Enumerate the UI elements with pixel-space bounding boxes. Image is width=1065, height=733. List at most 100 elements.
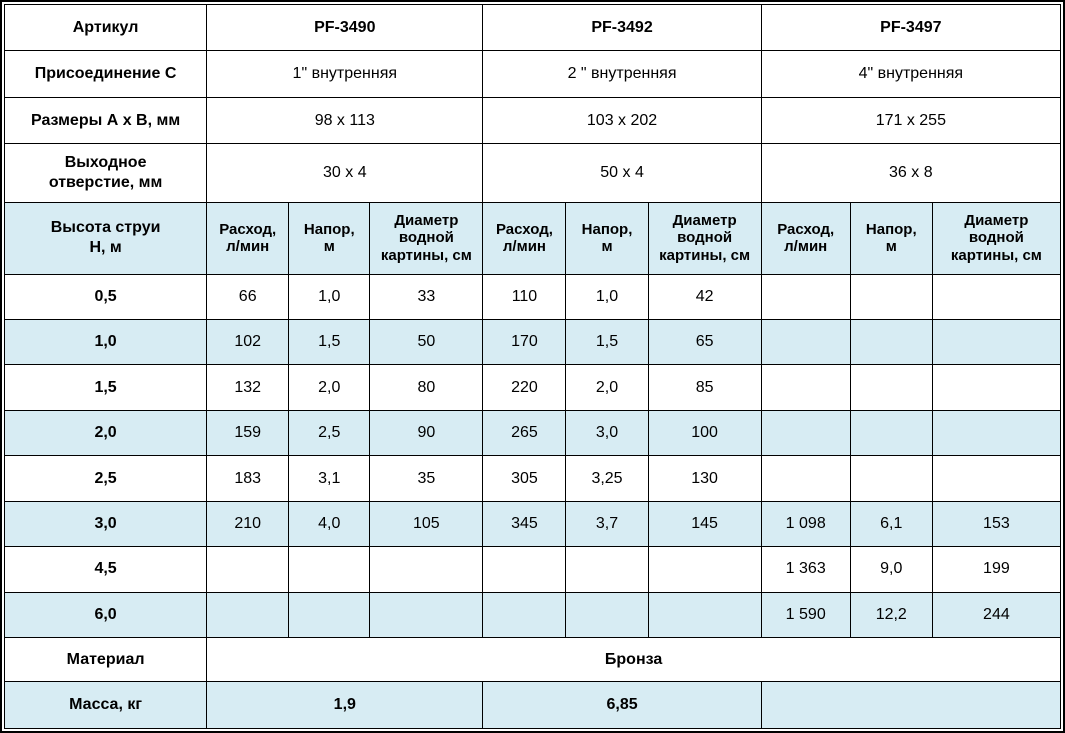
subheader-head: Напор, м: [288, 201, 371, 275]
subheader-diameter: Диаметр водной картины, см: [369, 201, 484, 275]
jet-height-value: 1,0: [3, 318, 208, 366]
article-row: Артикул PF-3490 PF-3492 PF-3497: [3, 3, 1062, 52]
data-cell: 42: [647, 273, 762, 321]
data-row: 0,5 66 1,0 33 110 1,0 42: [3, 273, 1062, 321]
data-cell: 210: [206, 500, 290, 548]
data-cell: 183: [206, 455, 290, 502]
data-cell: [849, 273, 933, 321]
data-cell: 153: [931, 500, 1062, 548]
data-cell: 80: [369, 364, 484, 411]
mass-value: 1,9: [206, 681, 484, 729]
data-cell: 100: [647, 409, 762, 457]
jet-height-value: 6,0: [3, 591, 208, 639]
data-cell: [849, 455, 933, 502]
spec-table: Артикул PF-3490 PF-3492 PF-3497 Присоеди…: [3, 3, 1062, 729]
data-row: 1,0 102 1,5 50 170 1,5 65: [3, 318, 1062, 366]
data-cell: 1,5: [288, 318, 371, 366]
data-cell: [565, 591, 649, 639]
dimensions-value: 171 х 255: [760, 96, 1062, 145]
data-cell: 305: [482, 455, 567, 502]
data-cell: 1 590: [760, 591, 851, 639]
subheader-diameter: Диаметр водной картины, см: [647, 201, 762, 275]
mass-value: [760, 681, 1062, 729]
data-cell: [849, 364, 933, 411]
jet-height-value: 1,5: [3, 364, 208, 411]
subheader-head: Напор, м: [849, 201, 933, 275]
data-cell: 1 098: [760, 500, 851, 548]
data-row: 2,0 159 2,5 90 265 3,0 100: [3, 409, 1062, 457]
data-row: 3,0 210 4,0 105 345 3,7 145 1 098 6,1 15…: [3, 500, 1062, 548]
data-cell: 9,0: [849, 546, 933, 593]
subheader-flow: Расход, л/мин: [482, 201, 567, 275]
outlet-value: 30 х 4: [206, 143, 484, 203]
data-cell: [931, 364, 1062, 411]
data-cell: 66: [206, 273, 290, 321]
outlet-row: Выходное отверстие, мм 30 х 4 50 х 4 36 …: [3, 143, 1062, 203]
data-cell: 2,0: [565, 364, 649, 411]
connection-value: 2 " внутренняя: [482, 50, 762, 98]
jet-height-value: 0,5: [3, 273, 208, 321]
data-cell: [288, 546, 371, 593]
data-cell: [931, 318, 1062, 366]
data-cell: [288, 591, 371, 639]
data-cell: 110: [482, 273, 567, 321]
subheader-head: Напор, м: [565, 201, 649, 275]
data-cell: 85: [647, 364, 762, 411]
data-cell: 2,0: [288, 364, 371, 411]
data-row: 1,5 132 2,0 80 220 2,0 85: [3, 364, 1062, 411]
data-cell: [760, 409, 851, 457]
article-value: PF-3497: [760, 3, 1062, 52]
dimensions-value: 103 х 202: [482, 96, 762, 145]
data-cell: 170: [482, 318, 567, 366]
data-row: 6,0 1 590 12,2 244: [3, 591, 1062, 639]
jet-height-value: 2,0: [3, 409, 208, 457]
row-label-dimensions: Размеры А х В, мм: [3, 96, 208, 145]
subheader-row: Высота струи Н, м Расход, л/мин Напор, м…: [3, 201, 1062, 275]
data-cell: 159: [206, 409, 290, 457]
data-cell: 220: [482, 364, 567, 411]
data-cell: 3,25: [565, 455, 649, 502]
data-cell: [760, 318, 851, 366]
data-row: 2,5 183 3,1 35 305 3,25 130: [3, 455, 1062, 502]
data-cell: 199: [931, 546, 1062, 593]
data-cell: 4,0: [288, 500, 371, 548]
jet-height-value: 4,5: [3, 546, 208, 593]
row-label-mass: Масса, кг: [3, 681, 208, 729]
data-cell: [482, 591, 567, 639]
row-label-connection: Присоединение С: [3, 50, 208, 98]
data-cell: [931, 273, 1062, 321]
data-cell: 244: [931, 591, 1062, 639]
data-cell: 132: [206, 364, 290, 411]
connection-value: 1" внутренняя: [206, 50, 484, 98]
data-cell: 50: [369, 318, 484, 366]
data-cell: [369, 591, 484, 639]
data-cell: [760, 455, 851, 502]
data-cell: 145: [647, 500, 762, 548]
data-cell: 35: [369, 455, 484, 502]
data-cell: 12,2: [849, 591, 933, 639]
data-cell: [565, 546, 649, 593]
data-cell: 65: [647, 318, 762, 366]
data-cell: 1,0: [565, 273, 649, 321]
row-label-material: Материал: [3, 637, 208, 683]
article-value: PF-3492: [482, 3, 762, 52]
mass-value: 6,85: [482, 681, 762, 729]
subheader-diameter: Диаметр водной картины, см: [931, 201, 1062, 275]
data-cell: 6,1: [849, 500, 933, 548]
data-cell: 345: [482, 500, 567, 548]
dimensions-row: Размеры А х В, мм 98 х 113 103 х 202 171…: [3, 96, 1062, 145]
outlet-value: 50 х 4: [482, 143, 762, 203]
data-cell: 105: [369, 500, 484, 548]
row-label-article: Артикул: [3, 3, 208, 52]
mass-row: Масса, кг 1,9 6,85: [3, 681, 1062, 729]
data-cell: [647, 546, 762, 593]
data-cell: [931, 455, 1062, 502]
data-cell: 265: [482, 409, 567, 457]
data-cell: 102: [206, 318, 290, 366]
material-value: Бронза: [206, 637, 1061, 683]
data-cell: 3,0: [565, 409, 649, 457]
data-cell: 1,5: [565, 318, 649, 366]
data-cell: [760, 273, 851, 321]
jet-height-header: Высота струи Н, м: [3, 201, 208, 275]
